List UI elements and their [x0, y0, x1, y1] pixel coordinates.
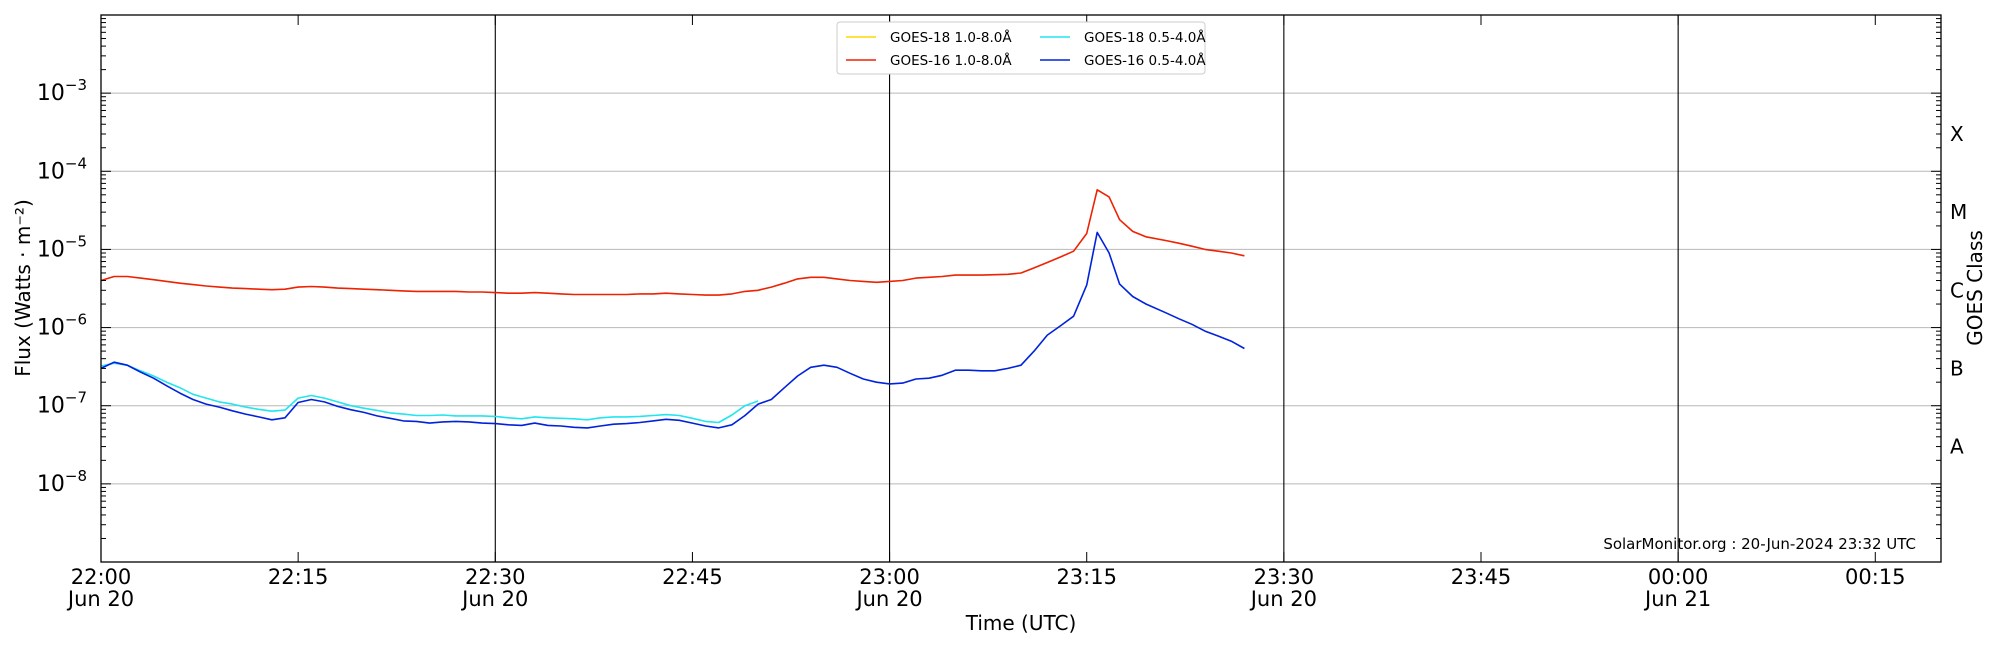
y-tick-labels: 10−8 10−7 10−6 10−5 10−4 10−3: [37, 76, 87, 497]
y-tick-label: 10−6: [37, 311, 87, 341]
source-annotation: SolarMonitor.org : 20-Jun-2024 23:32 UTC: [1603, 535, 1916, 553]
x-tick-date-label: Jun 20: [854, 587, 922, 611]
time-reference-lines: [494, 15, 1679, 562]
goes-class-label: X: [1950, 122, 1964, 146]
x-tick-time-label: 22:15: [268, 565, 329, 589]
x-tick-time-label: 23:30: [1254, 565, 1315, 589]
series-line: [100, 189, 1245, 296]
axis-ticks: [100, 14, 1941, 563]
y-tick-label: 10−4: [37, 154, 87, 184]
x-axis-label: Time (UTC): [965, 611, 1077, 635]
x-tick-time-label: 22:30: [465, 565, 526, 589]
x-tick-time-label: 00:00: [1648, 565, 1709, 589]
series-line: [100, 362, 759, 424]
legend-label: GOES-18 1.0-8.0Å: [890, 29, 1012, 46]
goes-class-label: C: [1950, 278, 1964, 302]
legend: GOES-18 1.0-8.0Å GOES-18 0.5-4.0Å GOES-16 …: [836, 21, 1206, 75]
series-line: [100, 231, 1245, 429]
x-tick-date-label: Jun 20: [1249, 587, 1317, 611]
x-tick-date-label: Jun 20: [66, 587, 134, 611]
x-tick-time-label: 22:00: [71, 565, 132, 589]
plot-frame: [100, 14, 1942, 563]
legend-label: GOES-16 1.0-8.0Å: [890, 52, 1012, 69]
legend-box: [836, 21, 1206, 75]
series-group: [100, 189, 1245, 429]
x-tick-time-label: 23:45: [1451, 565, 1512, 589]
goes-class-label: B: [1950, 356, 1964, 380]
x-tick-time-label: 23:00: [859, 565, 920, 589]
legend-label: GOES-16 0.5-4.0Å: [1084, 52, 1206, 69]
y-tick-label: 10−8: [37, 467, 87, 497]
x-tick-date-label: Jun 21: [1643, 587, 1711, 611]
y-axis-label: Flux (Watts · m⁻²): [11, 199, 35, 377]
x-tick-time-label: 23:15: [1056, 565, 1117, 589]
x-tick-time-label: 00:15: [1845, 565, 1906, 589]
goes-class-label: A: [1950, 435, 1964, 459]
y2-axis-label: GOES Class: [1963, 230, 1987, 346]
goes-class-labels: A B C M X: [1950, 122, 1967, 459]
y-tick-label: 10−7: [37, 389, 87, 419]
y-tick-label: 10−3: [37, 76, 87, 106]
x-tick-date-label: Jun 20: [460, 587, 528, 611]
grid-lines: [101, 92, 1941, 485]
goes-class-label: M: [1950, 200, 1967, 224]
legend-label: GOES-18 0.5-4.0Å: [1084, 29, 1206, 46]
y-tick-label: 10−5: [37, 232, 87, 262]
x-tick-time-label: 22:45: [662, 565, 723, 589]
